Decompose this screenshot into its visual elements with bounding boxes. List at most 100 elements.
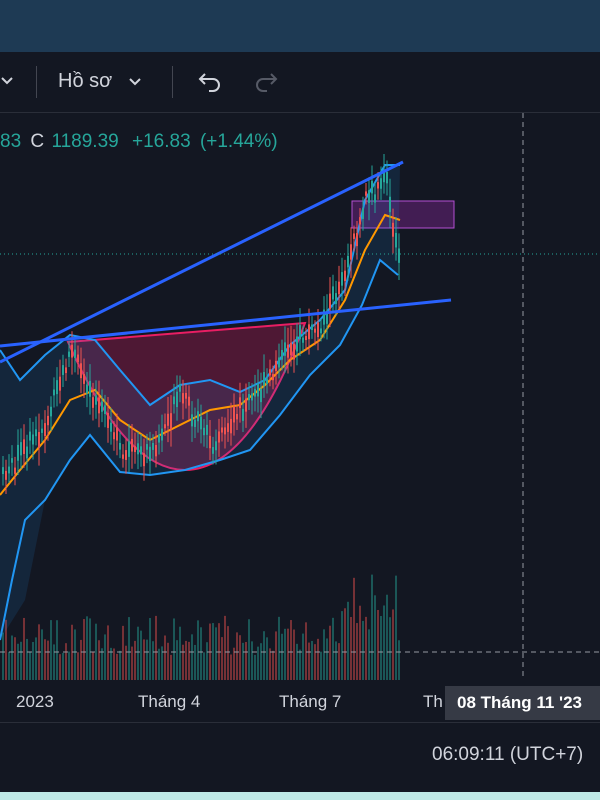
volume-bar [356,623,358,680]
ohlc-legend: 83 C 1189.39 +16.83 (+1.44%) [0,131,278,153]
candle-body [263,372,265,386]
volume-bar [368,629,370,680]
candle-body [275,360,277,371]
candle-body [290,342,292,356]
volume-bar [2,632,4,680]
candle-body [44,423,46,436]
profile-button[interactable]: Hồ sơ [58,70,142,93]
candle-body [125,450,127,460]
volume-bar [170,654,172,680]
candle-body [176,391,178,408]
candle-body [383,170,385,183]
profile-label: Hồ sơ [58,70,113,92]
candle-body [185,392,187,399]
price-chart[interactable] [0,113,600,680]
volume-bar [35,637,37,680]
volume-bar [224,615,226,680]
volume-bar [23,617,25,680]
chart-toolbar: Hồ sơ [0,52,600,113]
volume-bar [221,637,223,680]
chevron-down-icon[interactable] [0,74,14,88]
volume-bar [242,642,244,680]
volume-bar [245,641,247,680]
candle-body [278,357,280,368]
candle-body [140,446,142,455]
volume-bar [188,641,190,680]
candle-body [74,349,76,358]
volume-bar [116,653,118,680]
volume-bar [275,631,277,680]
candle-body [266,378,268,385]
candle-body [155,444,157,457]
upper-trendline[interactable] [0,160,404,364]
candle-body [62,365,64,375]
candle-body [380,178,382,189]
candle-body [53,389,55,396]
candle-body [293,343,295,360]
candle-body [152,443,154,450]
volume-bar [371,574,373,680]
volume-bar [185,640,187,680]
volume-bar [320,651,322,680]
candle-body [29,431,31,441]
volume-bar [386,594,388,680]
candle-body [122,454,124,459]
candle-body [92,397,94,408]
candle-body [20,442,22,456]
candle-body [323,309,325,325]
toolbar-divider [36,66,37,98]
candle-body [221,427,223,433]
candle-body [314,328,316,333]
candle-body [167,413,169,426]
volume-bar [359,605,361,680]
candle-body [47,415,49,426]
moving-average-line [0,213,401,496]
volume-bar [254,654,256,680]
candle-body [305,336,307,341]
volume-bar [251,641,253,680]
volume-bar [200,627,202,680]
volume-bar [8,651,10,680]
candle-body [326,310,328,324]
volume-bar [11,635,13,680]
candle-body [128,441,130,457]
volume-bar [107,625,109,680]
candle-body [89,380,91,397]
volume-bar [302,633,304,680]
volume-bar [53,644,55,680]
volume-bar [296,643,298,680]
volume-bar [344,608,346,680]
volume-bar [77,652,79,680]
volume-bar [158,648,160,680]
lower-trendline[interactable] [0,298,452,348]
candle-body [230,418,232,434]
legend-change: +16.83 [132,131,191,152]
volume-bar [68,651,70,680]
candle-body [350,244,352,260]
volume-bar [32,642,34,680]
volume-bar [197,620,199,680]
volume-bar [239,635,241,680]
candle-body [68,351,70,357]
candle-body [248,394,250,401]
volume-bar [308,642,310,680]
candle-body [104,405,106,414]
volume-bar [182,644,184,680]
volume-bar [152,641,154,680]
clock-timezone[interactable]: 06:09:11 (UTC+7) [432,744,584,765]
volume-bar [326,638,328,680]
candle-body [41,428,43,433]
candle-body [14,467,16,474]
volume-bar [278,616,280,680]
candle-body [143,453,145,467]
volume-bar [50,620,52,680]
volume-bar [92,651,94,680]
candle-body [284,342,286,356]
undo-icon[interactable] [196,70,222,94]
candle-body [50,406,52,417]
candle-body [344,270,346,282]
candle-body [395,232,397,248]
redo-icon[interactable] [254,70,280,94]
candle-body [287,344,289,358]
candle-body [377,182,379,189]
